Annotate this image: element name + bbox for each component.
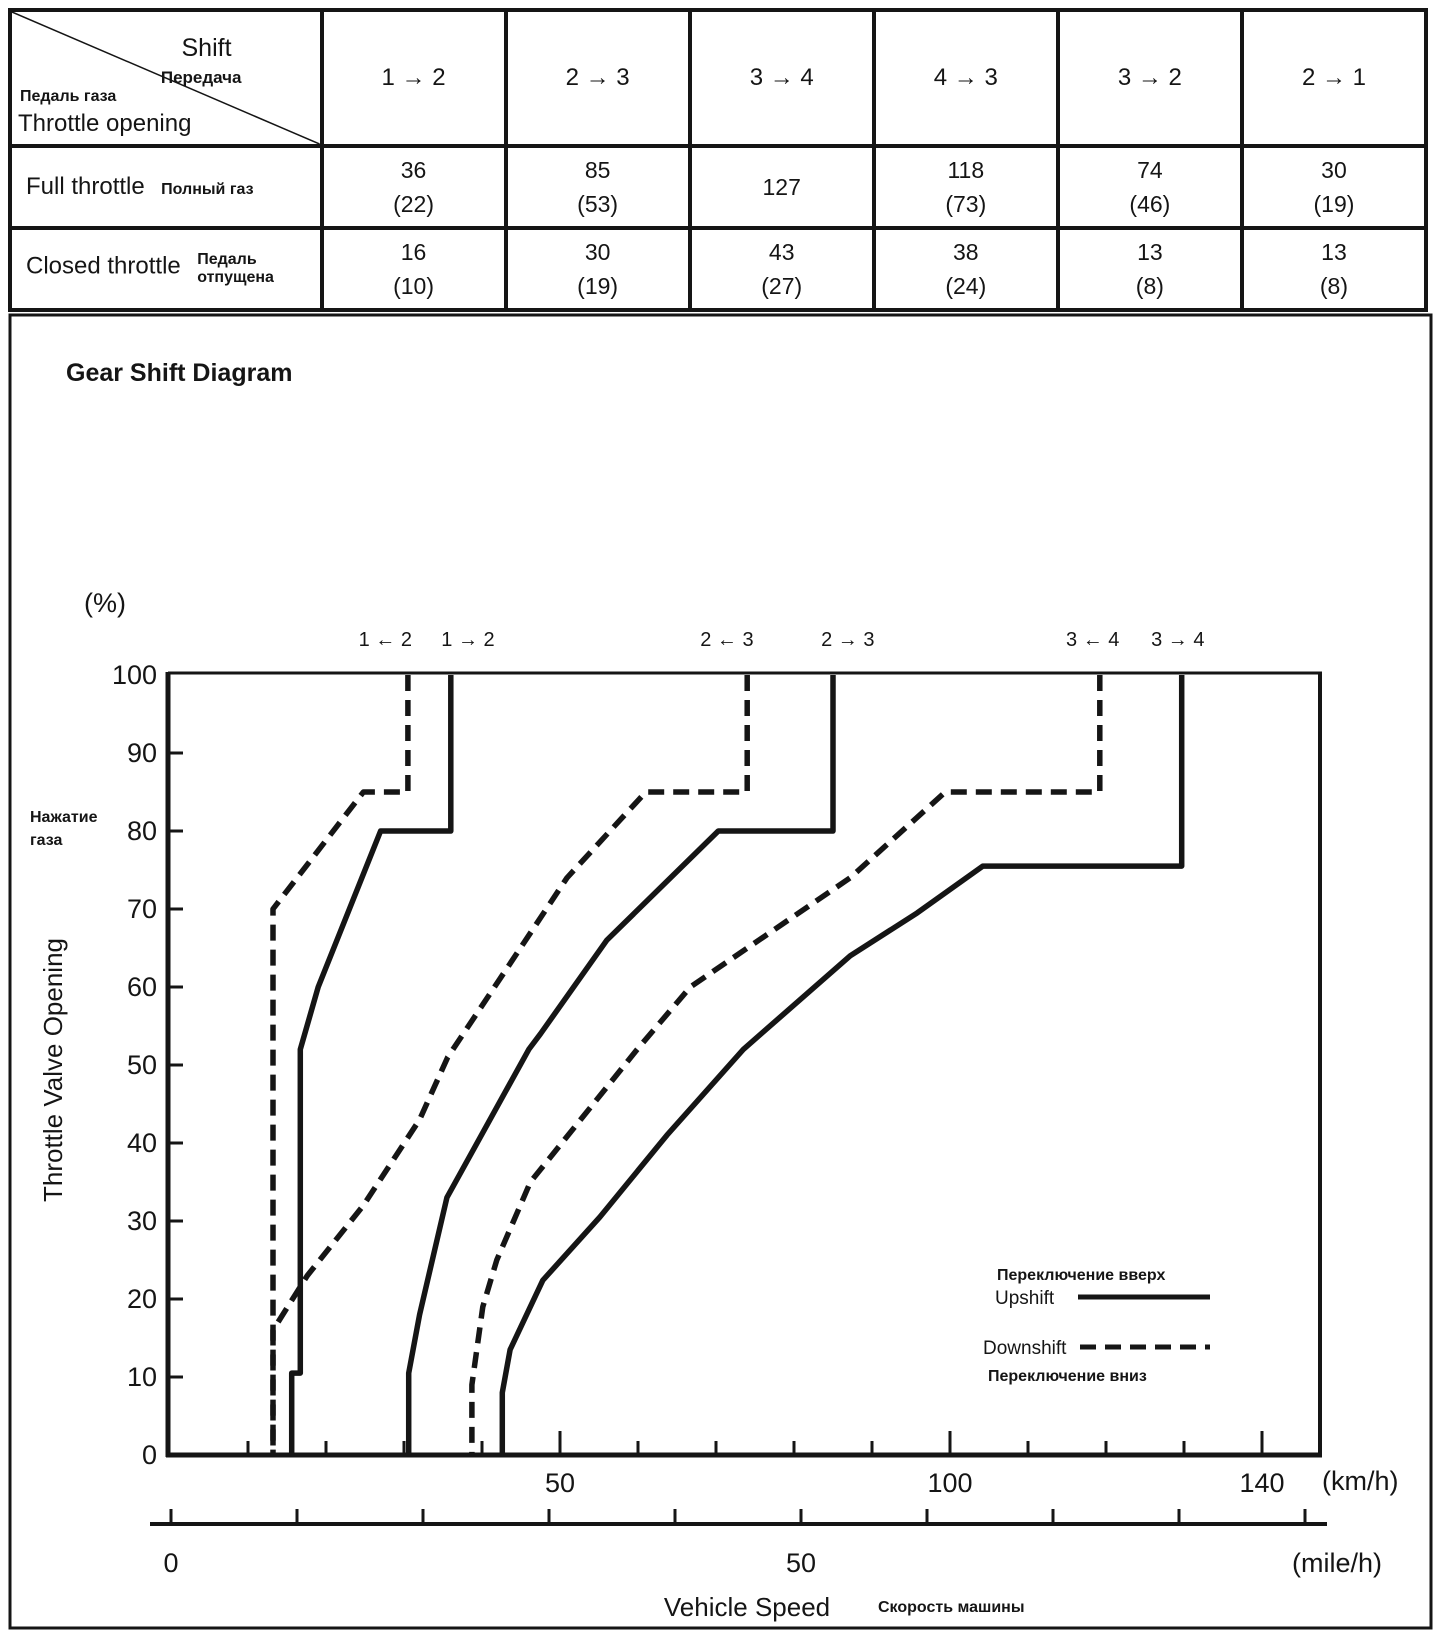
kmh-tick-label-140: 140 (1239, 1468, 1284, 1498)
kmh-tick-label-50: 50 (545, 1468, 575, 1498)
shift-speed-table: Shift Передача Педаль газа Throttle open… (8, 8, 1429, 312)
cell-full-2-1: 30 (19) (1239, 144, 1429, 230)
figure-border (8, 313, 1433, 1630)
cell-closed-2-3: 30 (19) (503, 226, 692, 312)
upshift-3-4-curve (499, 675, 1185, 1455)
y-tick-label-100: 100 (112, 660, 157, 690)
x-axis-title-ru: Скорость машины (878, 1599, 1025, 1616)
shift-label-3: 2 → 3 (821, 629, 874, 651)
shift-label-4: 3 ← 4 (1066, 629, 1119, 651)
kmh-tick-label-100: 100 (927, 1468, 972, 1498)
gear-shift-point-labels: 1 ← 2 1 → 2 2 ← 3 2 → 3 3 ← 4 3 → 4 (359, 629, 1205, 651)
y-tick-label-80: 80 (127, 816, 157, 846)
side-note-ru-line2: газа (30, 832, 63, 849)
shift-curves (270, 675, 1185, 1455)
y-axis-ticks (168, 751, 183, 1379)
table-corner-cell: Shift Передача Педаль газа Throttle open… (8, 8, 324, 148)
y-tick-label-70: 70 (127, 894, 157, 924)
shift-label-1: 1 → 2 (441, 629, 494, 651)
y-tick-label-90: 90 (127, 738, 157, 768)
table-row-full-throttle: Full throttle Полный газ 36 (22) 85 (53) 1… (8, 144, 1429, 230)
y-axis-title: Throttle Valve Opening (38, 938, 68, 1202)
cell-closed-4-3: 38 (24) (871, 226, 1060, 312)
cell-closed-3-4: 43 (27) (687, 226, 876, 312)
cell-full-3-2: 74 (46) (1055, 144, 1244, 230)
y-unit-label: (%) (84, 588, 126, 618)
side-note-ru-line1: Нажатие (30, 809, 98, 826)
y-tick-label-50: 50 (127, 1050, 157, 1080)
corner-diagonal-line (12, 12, 320, 144)
kmh-unit-label: (km/h) (1322, 1466, 1399, 1496)
x-axis-title: Vehicle Speed (664, 1592, 830, 1622)
corner-label-pedal-ru: Педаль газа (20, 88, 117, 105)
mileh-axis-ticks (169, 1509, 1307, 1523)
upshift-1-2-curve (288, 675, 454, 1455)
col-header-3-4: 3 → 4 (687, 8, 876, 148)
cell-closed-3-2: 13 (8) (1055, 226, 1244, 312)
table-row-closed-throttle: Closed throttle Педаль отпущена 16 (10) 3… (8, 226, 1429, 312)
mileh-tick-label-50: 50 (786, 1548, 816, 1578)
col-header-3-2: 3 → 2 (1055, 8, 1244, 148)
cell-closed-1-2: 16 (10) (319, 226, 508, 312)
col-header-2-3: 2 → 3 (503, 8, 692, 148)
corner-label-throttle: Throttle opening (18, 110, 192, 137)
row-label-full-throttle: Full throttle Полный газ (8, 144, 324, 230)
kmh-axis-ticks (246, 1431, 1264, 1454)
y-tick-label-10: 10 (127, 1362, 157, 1392)
corner-label-shift: Shift (181, 34, 232, 62)
y-tick-label-30: 30 (127, 1206, 157, 1236)
y-tick-label-20: 20 (127, 1284, 157, 1314)
row-label-closed-throttle: Closed throttle Педаль отпущена (8, 226, 324, 312)
legend-downshift-label: Downshift (983, 1338, 1067, 1359)
table-header-row: Shift Передача Педаль газа Throttle open… (8, 8, 1429, 148)
mileh-axis-tick-labels: 0 50 (163, 1548, 816, 1578)
y-tick-label-60: 60 (127, 972, 157, 1002)
chart-title: Gear Shift Diagram (66, 359, 292, 387)
col-header-2-1: 2 → 1 (1239, 8, 1429, 148)
cell-full-4-3: 118 (73) (871, 144, 1060, 230)
col-header-4-3: 4 → 3 (871, 8, 1060, 148)
corner-label-shift-ru: Передача (160, 68, 242, 87)
legend: Переключение вверх Upshift Downshift Пер… (983, 1267, 1210, 1385)
cell-full-2-3: 85 (53) (503, 144, 692, 230)
downshift-4-3-curve (469, 675, 1103, 1455)
cell-closed-2-1: 13 (8) (1239, 226, 1429, 312)
y-tick-label-40: 40 (127, 1128, 157, 1158)
legend-downshift-ru: Переключение вниз (988, 1368, 1147, 1385)
col-header-1-2: 1 → 2 (319, 8, 508, 148)
kmh-axis-tick-labels: 50 100 140 (545, 1468, 1285, 1498)
downshift-3-2-curve (270, 675, 750, 1455)
upshift-2-3-curve (405, 675, 836, 1455)
mileh-tick-label-0: 0 (163, 1548, 178, 1578)
legend-upshift-label: Upshift (995, 1288, 1055, 1309)
shift-label-5: 3 → 4 (1151, 629, 1204, 651)
legend-upshift-ru: Переключение вверх (997, 1267, 1165, 1284)
shift-label-0: 1 ← 2 (359, 629, 412, 651)
mileh-unit-label: (mile/h) (1292, 1548, 1382, 1578)
cell-full-3-4: 127 (687, 144, 876, 230)
cell-full-1-2: 36 (22) (319, 144, 508, 230)
shift-label-2: 2 ← 3 (700, 629, 753, 651)
y-tick-label-0: 0 (142, 1440, 157, 1470)
y-axis-tick-labels: 0 10 20 30 40 50 60 70 80 90 100 (112, 660, 157, 1470)
downshift-2-1-curve (270, 675, 411, 1455)
